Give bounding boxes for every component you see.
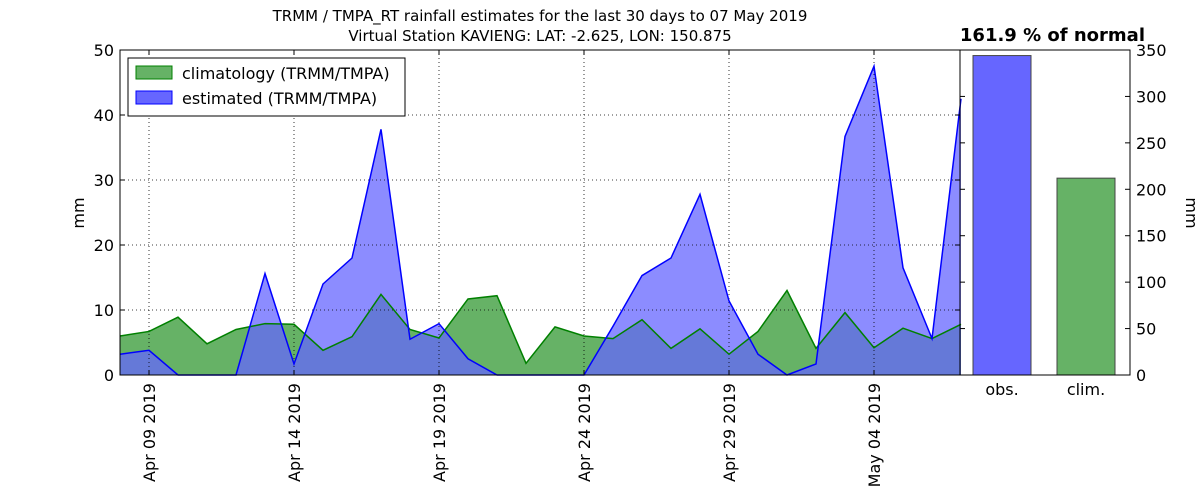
legend-label-climatology: climatology (TRMM/TMPA) bbox=[182, 64, 390, 83]
x-tick-label: Apr 29 2019 bbox=[720, 383, 739, 482]
chart-subtitle: Virtual Station KAVIENG: LAT: -2.625, LO… bbox=[348, 27, 732, 45]
bar-y-tick-label: 250 bbox=[1136, 134, 1167, 153]
y-tick-label: 20 bbox=[94, 236, 114, 255]
main-gridlines bbox=[120, 50, 960, 375]
x-tick-label: Apr 09 2019 bbox=[140, 383, 159, 482]
legend-swatch-estimated bbox=[135, 90, 173, 105]
bar-y-tick-label: 350 bbox=[1136, 41, 1167, 60]
x-tick-label: Apr 19 2019 bbox=[430, 383, 449, 482]
total-rainfall-bar-chart: 0 50 100 150 200 250 300 350 obs. clim. mm bbox=[959, 41, 1200, 399]
percent-of-normal-label: 161.9 % of normal bbox=[959, 25, 1145, 46]
y-tick-label: 50 bbox=[94, 41, 114, 60]
main-y-axis: 0 10 20 30 40 50 bbox=[94, 41, 960, 385]
bar-clim bbox=[1056, 177, 1116, 376]
climatology-line bbox=[119, 289, 962, 365]
x-tick-label: May 04 2019 bbox=[865, 383, 884, 487]
bar-y-axis-label: mm bbox=[1182, 197, 1200, 228]
bar-y-tick-label: 50 bbox=[1136, 320, 1156, 339]
y-tick-label: 30 bbox=[94, 171, 114, 190]
estimated-area bbox=[120, 66, 961, 375]
y-tick-label: 10 bbox=[94, 301, 114, 320]
bar-category-label: obs. bbox=[985, 380, 1018, 399]
bar-y-tick-label: 0 bbox=[1136, 366, 1146, 385]
bar-y-tick-label: 300 bbox=[1136, 87, 1167, 106]
y-tick-label: 0 bbox=[104, 366, 114, 385]
bar-y-tick-label: 100 bbox=[1136, 273, 1167, 292]
x-tick-label: Apr 24 2019 bbox=[575, 383, 594, 482]
y-tick-label: 40 bbox=[94, 106, 114, 125]
bar-y-axis: 0 50 100 150 200 250 300 350 bbox=[960, 41, 1167, 385]
bar-x-axis: obs. clim. bbox=[985, 380, 1105, 399]
chart-title: TRMM / TMPA_RT rainfall estimates for th… bbox=[272, 7, 808, 25]
bar-obs bbox=[972, 55, 1032, 376]
daily-rainfall-chart: 0 10 20 30 40 50 Apr 09 2019 Apr 14 2019 Apr 19… bbox=[69, 41, 962, 487]
bar-y-tick-label: 150 bbox=[1136, 227, 1167, 246]
legend-box bbox=[127, 57, 406, 117]
bars bbox=[972, 55, 1116, 376]
bar-y-tick-label: 200 bbox=[1136, 180, 1167, 199]
x-tick-label: Apr 14 2019 bbox=[285, 383, 304, 482]
legend: climatology (TRMM/TMPA) estimated (TRMM/… bbox=[127, 57, 406, 117]
main-x-axis: Apr 09 2019 Apr 14 2019 Apr 19 2019 Apr 24 … bbox=[140, 50, 884, 487]
main-y-axis-label: mm bbox=[69, 197, 88, 228]
bar-category-label: clim. bbox=[1067, 380, 1105, 399]
legend-label-estimated: estimated (TRMM/TMPA) bbox=[182, 89, 377, 108]
bar-plot-frame bbox=[959, 49, 1131, 376]
legend-swatch-climatology bbox=[135, 65, 173, 80]
area-fills bbox=[120, 66, 961, 375]
